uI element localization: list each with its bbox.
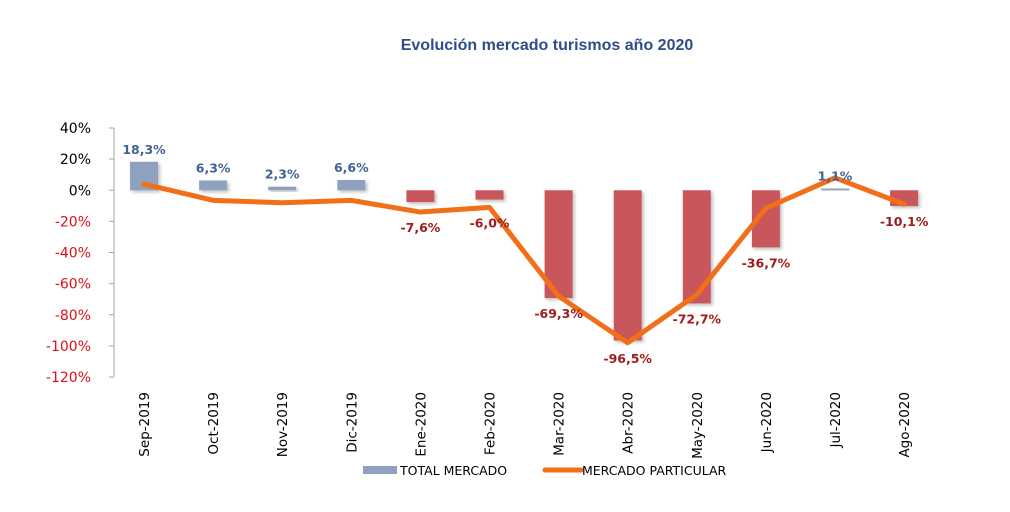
x-tick-label: Dic-2019 bbox=[344, 392, 360, 453]
x-tick-label: Ene-2020 bbox=[413, 392, 429, 457]
x-tick-label: Mar-2020 bbox=[552, 392, 568, 456]
bar-feb-2020 bbox=[475, 190, 504, 200]
x-tick-label: Ago-2020 bbox=[897, 392, 913, 458]
data-label: -6,0% bbox=[470, 215, 510, 230]
y-tick-label: -20% bbox=[55, 214, 91, 230]
legend-label-mercado-particular: MERCADO PARTICULAR bbox=[582, 463, 727, 478]
y-tick-label: -120% bbox=[46, 370, 91, 386]
y-tick-label: 40% bbox=[60, 121, 91, 137]
x-tick-label: Feb-2020 bbox=[483, 392, 499, 455]
legend-label-total-mercado: TOTAL MERCADO bbox=[399, 463, 507, 478]
x-tick-label: Abr-2020 bbox=[621, 392, 637, 454]
data-label: -96,5% bbox=[603, 351, 652, 366]
x-axis-labels: Sep-2019 Oct-2019 Nov-2019 Dic-2019 Ene-2020… bbox=[137, 392, 913, 459]
y-tick-label: -60% bbox=[55, 277, 91, 293]
bar-ene-2020 bbox=[406, 190, 435, 203]
bar-oct-2019 bbox=[199, 180, 228, 191]
y-tick-label: -100% bbox=[46, 339, 91, 355]
y-axis: 40% 20% 0% -20% -40% -60% -80% -100% -120% bbox=[46, 121, 115, 386]
bar-nov-2019 bbox=[268, 186, 297, 191]
x-tick-label: Sep-2019 bbox=[137, 392, 153, 457]
data-label: -36,7% bbox=[742, 255, 791, 270]
x-tick-label: Jul-2020 bbox=[828, 392, 844, 449]
data-label: -7,6% bbox=[400, 220, 440, 235]
data-label: 1,1% bbox=[818, 169, 853, 184]
x-tick-label: Nov-2019 bbox=[275, 392, 291, 457]
y-tick-label: -40% bbox=[55, 246, 91, 262]
data-label: 6,3% bbox=[196, 160, 231, 175]
data-label: -72,7% bbox=[673, 311, 722, 326]
bar-series bbox=[130, 161, 919, 341]
data-label: 2,3% bbox=[265, 167, 300, 182]
data-labels: 18,3% 6,3% 2,3% 6,6% -7,6% -6,0% -69,3% -96,5% -… bbox=[122, 142, 929, 366]
bar-abr-2020 bbox=[613, 190, 642, 341]
x-tick-label: May-2020 bbox=[690, 392, 706, 459]
legend: TOTAL MERCADO MERCADO PARTICULAR bbox=[363, 463, 727, 478]
data-label: 18,3% bbox=[122, 142, 166, 157]
data-label: -69,3% bbox=[534, 306, 583, 321]
x-tick-label: Jun-2020 bbox=[759, 392, 775, 453]
bar-jul-2020 bbox=[821, 188, 849, 191]
bar-dic-2019 bbox=[337, 179, 366, 191]
y-tick-label: -80% bbox=[55, 308, 91, 324]
y-tick-label: 0% bbox=[69, 183, 91, 199]
chart-title: Evolución mercado turismos año 2020 bbox=[401, 37, 694, 54]
y-tick-label: 20% bbox=[60, 152, 91, 168]
x-tick-label: Oct-2019 bbox=[206, 392, 222, 455]
data-label: -10,1% bbox=[880, 214, 929, 229]
legend-swatch-total-mercado bbox=[363, 466, 397, 474]
bar-may-2020 bbox=[682, 190, 711, 304]
data-label: 6,6% bbox=[334, 160, 369, 175]
line-mercado-particular bbox=[141, 175, 907, 346]
line-series bbox=[141, 175, 907, 346]
